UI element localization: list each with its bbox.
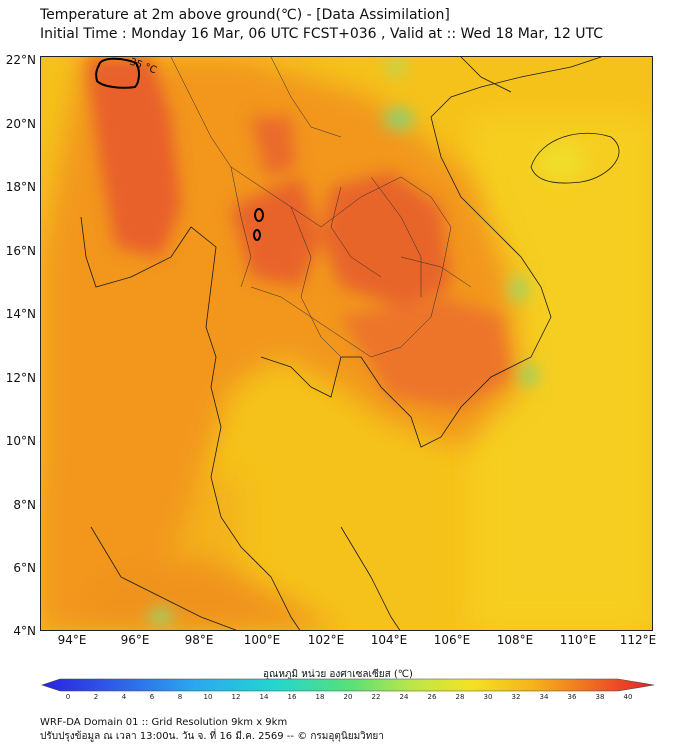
- colorbar-tick: 12: [231, 693, 241, 701]
- lon-label: 100°E: [243, 633, 281, 647]
- lon-label: 102°E: [307, 633, 345, 647]
- chart-title: Temperature at 2m above ground(℃) - [Dat…: [40, 6, 603, 44]
- footer-line-1: WRF-DA Domain 01 :: Grid Resolution 9km …: [40, 717, 288, 728]
- lat-label: 4°N: [13, 624, 36, 638]
- lon-label: 104°E: [370, 633, 408, 647]
- colorbar: [41, 678, 655, 692]
- colorbar-tick: 24: [399, 693, 409, 701]
- map-field-svg: [41, 57, 652, 630]
- colorbar-tick: 14: [259, 693, 269, 701]
- colorbar-tick: 6: [149, 693, 155, 701]
- contour-35: [95, 57, 264, 241]
- colorbar-tick: 2: [93, 693, 99, 701]
- colorbar-tick: 32: [511, 693, 521, 701]
- colorbar-tick: 34: [539, 693, 549, 701]
- colorbar-tick: 0: [65, 693, 71, 701]
- colorbar-tick: 18: [315, 693, 325, 701]
- colorbar-tick: 30: [483, 693, 493, 701]
- colorbar-tick: 4: [121, 693, 127, 701]
- colorbar-tick: 20: [343, 693, 353, 701]
- hot-land-field: [86, 57, 511, 407]
- lon-label: 110°E: [559, 633, 597, 647]
- lon-label: 106°E: [433, 633, 471, 647]
- lat-label: 22°N: [5, 53, 36, 67]
- lon-label: 108°E: [496, 633, 534, 647]
- lon-label: 98°E: [184, 633, 214, 647]
- lat-label: 14°N: [5, 307, 36, 321]
- cool-spots: [149, 59, 586, 625]
- colorbar-tick: 28: [455, 693, 465, 701]
- colorbar-tick: 40: [623, 693, 633, 701]
- title-line-2: Initial Time : Monday 16 Mar, 06 UTC FCS…: [40, 26, 604, 42]
- lon-label: 112°E: [619, 633, 657, 647]
- colorbar-tick: 38: [595, 693, 605, 701]
- colorbar-tick: 8: [177, 693, 183, 701]
- colorbar-tick: 22: [371, 693, 381, 701]
- title-line-1: Temperature at 2m above ground(℃) - [Dat…: [40, 7, 450, 23]
- lat-label: 12°N: [5, 371, 36, 385]
- lat-label: 10°N: [5, 434, 36, 448]
- colorbar-tick: 16: [287, 693, 297, 701]
- lon-label: 96°E: [120, 633, 150, 647]
- lat-label: 18°N: [5, 180, 36, 194]
- colorbar-title: อุณหภูมิ หน่วย องศาเซลเซียส (℃): [263, 669, 413, 680]
- colorbar-tick: 36: [567, 693, 577, 701]
- colorbar-tick: 10: [203, 693, 213, 701]
- borders: [170, 57, 472, 358]
- lat-label: 8°N: [13, 498, 36, 512]
- lat-label: 20°N: [5, 117, 36, 131]
- temperature-map: 35 °C: [40, 56, 653, 631]
- lat-label: 16°N: [5, 244, 36, 258]
- footer-line-2: ปรับปรุงข้อมูล ณ เวลา 13:00น. วัน จ. ที่…: [40, 731, 384, 742]
- lon-label: 94°E: [57, 633, 87, 647]
- colorbar-tick: 26: [427, 693, 437, 701]
- lat-label: 6°N: [13, 561, 36, 575]
